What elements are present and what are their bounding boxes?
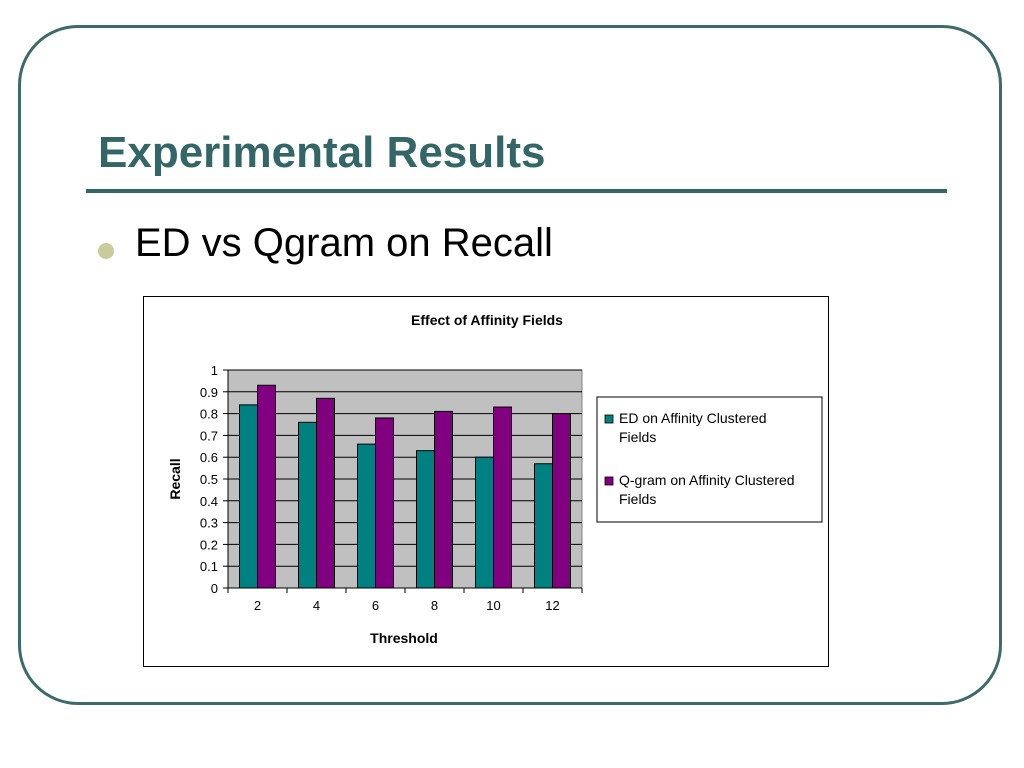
legend-label-ed: ED on Affinity Clustered Fields: [619, 410, 771, 445]
y-tick-label: 0.3: [200, 516, 218, 531]
x-tick-label: 6: [372, 598, 379, 613]
bar-ed: [239, 404, 258, 589]
x-axis-label: Threshold: [370, 630, 438, 646]
bar-qgram: [434, 410, 453, 589]
bullet-icon: [98, 243, 114, 259]
bar-qgram: [493, 406, 512, 589]
bar-ed: [534, 463, 553, 589]
y-tick-label: 0.8: [200, 407, 218, 422]
bars: [239, 384, 571, 589]
gridlines: [228, 369, 582, 567]
chart-container: Effect of Affinity Fields 0 0.1 0.2 0.3 0.4 0…: [143, 296, 829, 667]
legend-swatch-qgram: [604, 476, 614, 486]
legend-label-qgram: Q-gram on Affinity Clustered Fields: [619, 472, 799, 507]
x-tick-label: 12: [545, 598, 559, 613]
bar-chart: Effect of Affinity Fields 00.10.20.30.40…: [167, 312, 823, 646]
legend-box: [596, 396, 823, 523]
legend: ED on Affinity Clustered Fields Q-gram o…: [596, 396, 823, 523]
y-tick-label: 1: [211, 363, 218, 378]
bar-ed: [416, 450, 435, 589]
y-tick-label: 0.7: [200, 428, 218, 443]
bar-qgram: [552, 413, 571, 589]
y-tick-label: 0.2: [200, 537, 218, 552]
bar-ed: [298, 421, 317, 589]
bar-qgram: [375, 417, 394, 589]
slide-title: Experimental Results: [98, 128, 546, 177]
x-tick-label: 2: [254, 598, 261, 613]
y-tick-label: 0.6: [200, 450, 218, 465]
bar-qgram: [257, 384, 276, 589]
y-tick-label: 0.5: [200, 472, 218, 487]
x-axis-ticks: 2 4 6 8 10 12: [227, 588, 583, 613]
y-tick-label: 0.1: [200, 559, 218, 574]
bullet-text: ED vs Qgram on Recall: [135, 221, 553, 265]
y-tick-label: 0.9: [200, 385, 218, 400]
y-axis-label: Recall: [167, 458, 183, 499]
y-tick-label: 0.4: [200, 494, 218, 509]
y-axis-ticks: 0 0.1 0.2 0.3 0.4 0.5 0.6 0.7 0.8 0.9 1: [200, 363, 228, 596]
chart-title: Effect of Affinity Fields: [411, 312, 563, 328]
x-tick-label: 10: [486, 598, 500, 613]
x-tick-label: 4: [313, 598, 320, 613]
bar-qgram: [316, 397, 335, 589]
y-tick-label: 0: [211, 581, 218, 596]
slide-frame: [18, 25, 1002, 705]
title-underline: [86, 189, 947, 193]
bar-ed: [357, 443, 376, 589]
legend-swatch-ed: [604, 414, 614, 424]
x-tick-label: 8: [431, 598, 438, 613]
bar-ed: [475, 456, 494, 589]
